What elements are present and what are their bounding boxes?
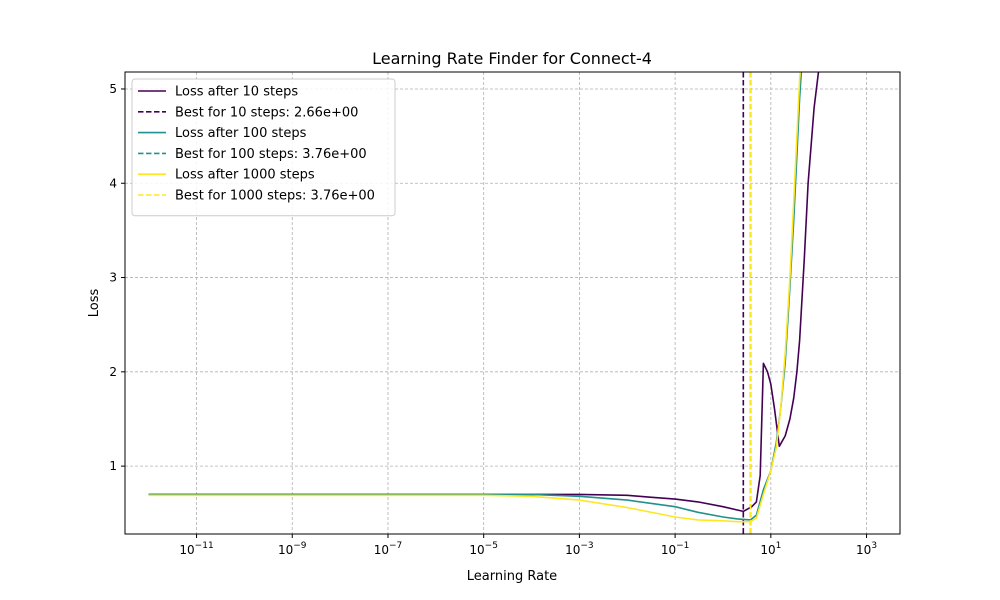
x-axis-ticks: 10−11 10−9 10−7 10−5 10−3 10−1 101 103 <box>179 534 877 557</box>
legend-entry-3: Best for 100 steps: 3.76e+00 <box>175 147 367 162</box>
x-tick-label: 10−7 <box>374 541 403 557</box>
x-axis-label: Learning Rate <box>467 569 557 584</box>
legend-entry-0: Loss after 10 steps <box>175 85 298 100</box>
y-axis-ticks: 1 2 3 4 5 <box>109 82 125 473</box>
y-tick-label: 4 <box>109 176 117 190</box>
legend: Loss after 10 steps Best for 10 steps: 2.… <box>131 78 396 217</box>
legend-entry-1: Best for 10 steps: 2.66e+00 <box>175 105 358 120</box>
y-tick-label: 5 <box>109 82 117 96</box>
y-axis-label: Loss <box>87 289 102 318</box>
legend-box <box>131 78 396 217</box>
legend-entry-2: Loss after 100 steps <box>175 126 307 141</box>
chart-title: Learning Rate Finder for Connect-4 <box>372 49 652 68</box>
y-tick-label: 1 <box>109 459 117 473</box>
x-tick-label: 10−11 <box>179 541 213 557</box>
x-tick-label: 10−1 <box>661 541 690 557</box>
y-tick-label: 2 <box>109 365 117 379</box>
legend-entry-5: Best for 1000 steps: 3.76e+00 <box>175 189 375 204</box>
series-lines <box>148 72 820 534</box>
x-tick-label: 10−5 <box>469 541 498 557</box>
x-tick-label: 101 <box>760 541 781 557</box>
y-tick-label: 3 <box>109 271 117 285</box>
x-tick-label: 103 <box>856 541 877 557</box>
x-tick-label: 10−9 <box>278 541 307 557</box>
x-tick-label: 10−3 <box>565 541 594 557</box>
series-line-4 <box>148 72 802 523</box>
plot-frame <box>124 71 901 535</box>
legend-entry-4: Loss after 1000 steps <box>175 168 315 183</box>
